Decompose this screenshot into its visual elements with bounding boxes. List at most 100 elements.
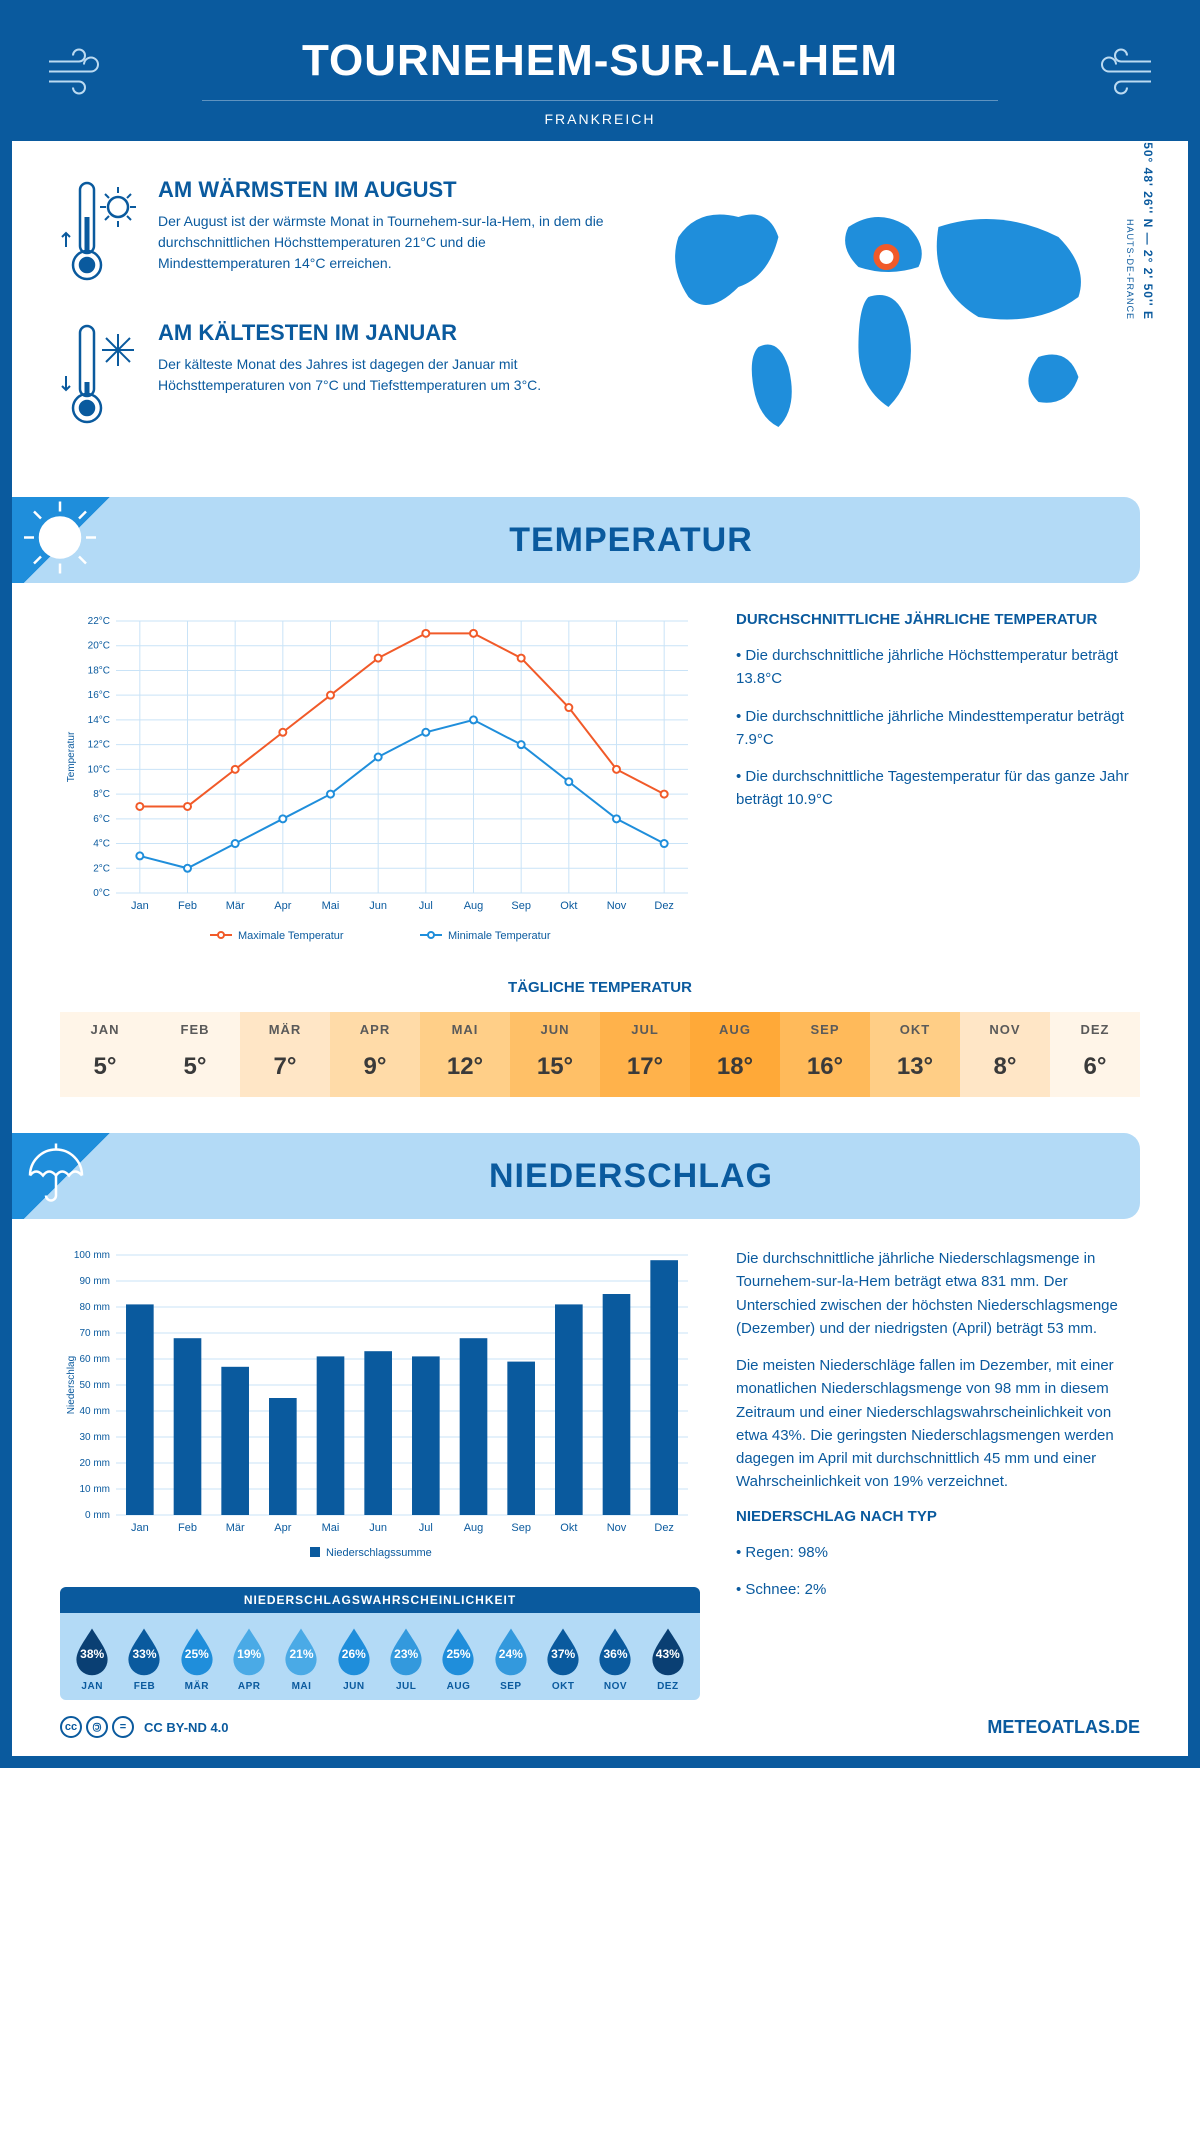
- daily-cell: FEB5°: [150, 1012, 240, 1097]
- daily-cell: APR9°: [330, 1012, 420, 1097]
- precip-chart: 0 mm10 mm20 mm30 mm40 mm50 mm60 mm70 mm8…: [60, 1247, 700, 1567]
- svg-text:70 mm: 70 mm: [79, 1328, 110, 1339]
- precip-heading: NIEDERSCHLAG: [122, 1157, 1140, 1196]
- svg-text:Sep: Sep: [511, 1522, 531, 1534]
- probability-drop: 23%JUL: [382, 1625, 430, 1692]
- temperature-banner: TEMPERATUR: [12, 497, 1140, 583]
- thermometer-cold-icon: [60, 320, 140, 435]
- svg-text:Feb: Feb: [178, 900, 197, 912]
- daily-cell: MÄR7°: [240, 1012, 330, 1097]
- temperature-heading: TEMPERATUR: [122, 521, 1140, 560]
- svg-text:Sep: Sep: [511, 900, 531, 912]
- svg-text:2°C: 2°C: [93, 863, 110, 874]
- coordinates: 50° 48' 26'' N — 2° 2' 50'' E: [1141, 142, 1155, 320]
- svg-text:Niederschlagssumme: Niederschlagssumme: [326, 1547, 432, 1559]
- svg-text:Mär: Mär: [226, 900, 245, 912]
- svg-text:Mai: Mai: [322, 900, 340, 912]
- svg-text:0°C: 0°C: [93, 888, 110, 899]
- svg-text:Aug: Aug: [464, 900, 484, 912]
- by-icon: 🄯: [86, 1716, 108, 1738]
- precip-type-title: NIEDERSCHLAG NACH TYP: [736, 1508, 1140, 1525]
- precip-type-rain: Regen: 98%: [736, 1541, 1140, 1564]
- probability-drop: 24%SEP: [487, 1625, 535, 1692]
- warmest-block: AM WÄRMSTEN IM AUGUST Der August ist der…: [60, 177, 613, 292]
- precip-type-snow: Schnee: 2%: [736, 1578, 1140, 1601]
- probability-drop: 36%NOV: [591, 1625, 639, 1692]
- svg-text:Jan: Jan: [131, 900, 149, 912]
- country-label: FRANKREICH: [202, 100, 997, 127]
- prob-title: NIEDERSCHLAGSWAHRSCHEINLICHKEIT: [60, 1587, 700, 1613]
- svg-text:Jun: Jun: [369, 900, 387, 912]
- svg-text:Apr: Apr: [274, 900, 291, 912]
- svg-text:80 mm: 80 mm: [79, 1302, 110, 1313]
- cc-icon: cc: [60, 1716, 82, 1738]
- daily-cell: SEP16°: [780, 1012, 870, 1097]
- coldest-text: Der kälteste Monat des Jahres ist dagege…: [158, 354, 613, 396]
- svg-text:Maximale Temperatur: Maximale Temperatur: [238, 930, 344, 942]
- svg-text:Apr: Apr: [274, 1522, 291, 1534]
- precip-para-2: Die meisten Niederschläge fallen im Deze…: [736, 1354, 1140, 1494]
- svg-text:Jan: Jan: [131, 1522, 149, 1534]
- svg-text:40 mm: 40 mm: [79, 1406, 110, 1417]
- daily-cell: OKT13°: [870, 1012, 960, 1097]
- coldest-block: AM KÄLTESTEN IM JANUAR Der kälteste Mona…: [60, 320, 613, 435]
- probability-drop: 21%MAI: [277, 1625, 325, 1692]
- license-text: CC BY-ND 4.0: [144, 1720, 229, 1735]
- wind-icon: [44, 46, 114, 107]
- daily-cell: JAN5°: [60, 1012, 150, 1097]
- daily-title: TÄGLICHE TEMPERATUR: [12, 979, 1188, 996]
- precip-banner: NIEDERSCHLAG: [12, 1133, 1140, 1219]
- svg-text:Dez: Dez: [654, 1522, 674, 1534]
- svg-text:Minimale Temperatur: Minimale Temperatur: [448, 930, 551, 942]
- probability-drop: 26%JUN: [330, 1625, 378, 1692]
- daily-cell: JUL17°: [600, 1012, 690, 1097]
- svg-text:Niederschlag: Niederschlag: [66, 1356, 77, 1414]
- svg-text:Temperatur: Temperatur: [66, 731, 77, 782]
- umbrella-icon: [20, 1138, 92, 1215]
- svg-text:Jul: Jul: [419, 900, 433, 912]
- svg-text:Aug: Aug: [464, 1522, 484, 1534]
- svg-text:0 mm: 0 mm: [85, 1510, 110, 1521]
- wind-icon: [1086, 46, 1156, 107]
- svg-text:20°C: 20°C: [88, 641, 110, 652]
- probability-drop: 25%MÄR: [173, 1625, 221, 1692]
- temp-bullet: Die durchschnittliche Tagestemperatur fü…: [736, 765, 1140, 812]
- svg-text:30 mm: 30 mm: [79, 1432, 110, 1443]
- temp-side-title: DURCHSCHNITTLICHE JÄHRLICHE TEMPERATUR: [736, 611, 1140, 628]
- cc-icons: cc 🄯 =: [60, 1716, 134, 1738]
- temp-bullet: Die durchschnittliche jährliche Mindestt…: [736, 705, 1140, 752]
- probability-drop: 43%DEZ: [644, 1625, 692, 1692]
- header: TOURNEHEM-SUR-LA-HEM FRANKREICH: [12, 12, 1188, 141]
- probability-drop: 37%OKT: [539, 1625, 587, 1692]
- probability-drop: 25%AUG: [434, 1625, 482, 1692]
- svg-text:Okt: Okt: [560, 1522, 577, 1534]
- daily-cell: MAI12°: [420, 1012, 510, 1097]
- svg-text:Nov: Nov: [607, 900, 627, 912]
- daily-temperature-table: JAN5°FEB5°MÄR7°APR9°MAI12°JUN15°JUL17°AU…: [60, 1012, 1140, 1097]
- daily-cell: NOV8°: [960, 1012, 1050, 1097]
- warmest-title: AM WÄRMSTEN IM AUGUST: [158, 177, 613, 203]
- svg-text:20 mm: 20 mm: [79, 1458, 110, 1469]
- world-map: [637, 177, 1140, 437]
- svg-text:Dez: Dez: [654, 900, 674, 912]
- daily-cell: DEZ6°: [1050, 1012, 1140, 1097]
- svg-text:Jun: Jun: [369, 1522, 387, 1534]
- region-label: HAUTS-DE-FRANCE: [1125, 219, 1135, 320]
- sun-icon: [20, 498, 100, 583]
- svg-text:16°C: 16°C: [88, 690, 110, 701]
- svg-text:12°C: 12°C: [88, 740, 110, 751]
- page-title: TOURNEHEM-SUR-LA-HEM: [32, 36, 1168, 86]
- svg-text:4°C: 4°C: [93, 839, 110, 850]
- thermometer-hot-icon: [60, 177, 140, 292]
- svg-text:14°C: 14°C: [88, 715, 110, 726]
- svg-text:18°C: 18°C: [88, 665, 110, 676]
- svg-text:Okt: Okt: [560, 900, 577, 912]
- site-name: METEOATLAS.DE: [987, 1717, 1140, 1738]
- temp-bullet: Die durchschnittliche jährliche Höchstte…: [736, 644, 1140, 691]
- daily-cell: AUG18°: [690, 1012, 780, 1097]
- precip-para-1: Die durchschnittliche jährliche Niedersc…: [736, 1247, 1140, 1340]
- svg-text:60 mm: 60 mm: [79, 1354, 110, 1365]
- svg-text:Mai: Mai: [322, 1522, 340, 1534]
- coldest-title: AM KÄLTESTEN IM JANUAR: [158, 320, 613, 346]
- svg-text:Nov: Nov: [607, 1522, 627, 1534]
